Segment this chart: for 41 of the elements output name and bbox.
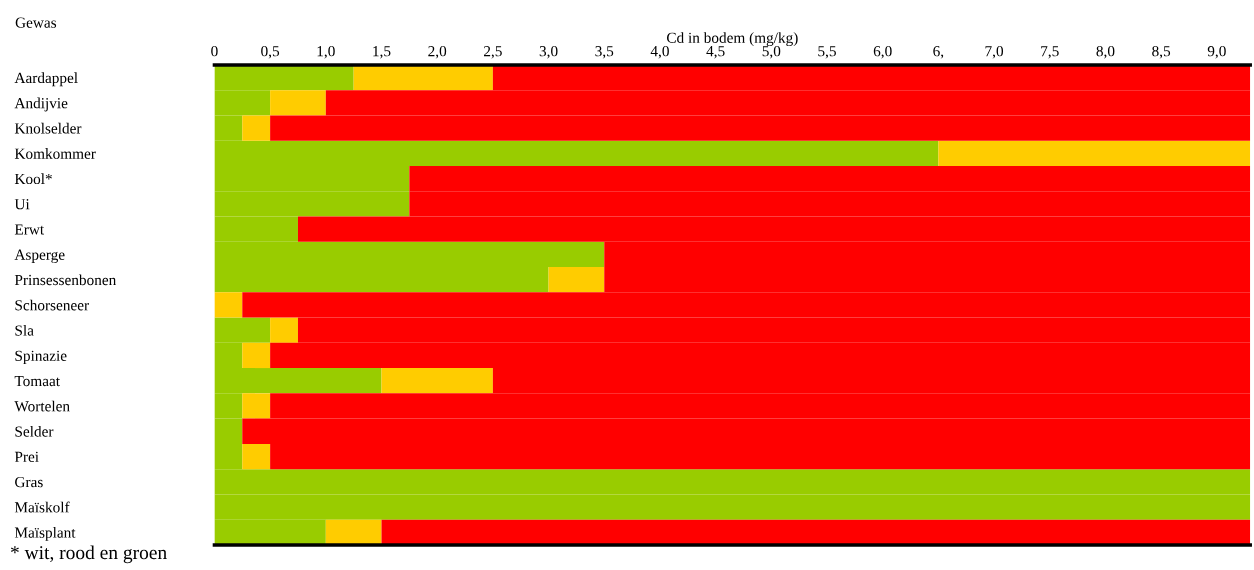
x-tick-label: 4,0 [650, 46, 669, 59]
x-tick-label: 2,0 [428, 46, 447, 59]
y-tick-label: Wortelen [14, 400, 70, 412]
x-tick-label: 3,0 [539, 46, 558, 59]
x-tick-label: 5,0 [762, 46, 781, 59]
x-tick-label: 5,5 [818, 46, 836, 59]
x-tick-label: 6, [933, 46, 944, 59]
x-tick-label: 6,0 [873, 46, 892, 59]
y-tick-label: Spinazie [15, 350, 67, 365]
y-tick-label: Kool* [14, 173, 52, 185]
y-tick-label: Maïskolf [14, 501, 70, 513]
x-tick-label: 3,5 [595, 46, 614, 59]
y-tick-label: Sla [15, 324, 34, 336]
y-tick-label: Prei [14, 451, 39, 462]
x-tick-label: 2,5 [484, 46, 502, 59]
x-tick-label: 8,0 [1096, 46, 1115, 59]
y-tick-label: Knolselder [14, 122, 82, 134]
x-tick-label: 0 [211, 46, 218, 57]
y-tick-label: Komkommer [14, 148, 96, 159]
text: * wit, rood en groen [10, 545, 167, 564]
y-tick-label: Tomaat [14, 376, 60, 387]
y-tick-label: Schorseneer [15, 299, 89, 311]
y-tick-label: Erwt [14, 224, 45, 235]
x-tick-label: 1,0 [317, 46, 335, 59]
x-tick-label: 1,5 [373, 46, 391, 59]
x-tick-label: 4,5 [706, 46, 725, 59]
y-tick-label: Asperge [14, 249, 65, 264]
y-tick-label: Ui [14, 199, 30, 210]
y-axis-title: Gewas [15, 17, 57, 28]
y-tick-label: Gras [15, 476, 43, 488]
x-tick-label: 9,0 [1207, 46, 1226, 59]
y-tick-label: Maïsplant [14, 526, 76, 541]
y-tick-label: Andijvie [14, 97, 68, 112]
y-tick-label: Selder [15, 425, 54, 437]
x-tick-label: 8,5 [1152, 46, 1171, 59]
x-axis-title: Cd in bodem (mg/kg) [666, 32, 798, 47]
y-tick-label: Prinsessenbonen [14, 274, 117, 286]
x-tick-label: 7,0 [985, 46, 1004, 59]
x-tick-label: 0,5 [261, 46, 280, 59]
y-tick-label: Aardappel [14, 72, 78, 87]
x-tick-label: 7,5 [1041, 46, 1059, 59]
